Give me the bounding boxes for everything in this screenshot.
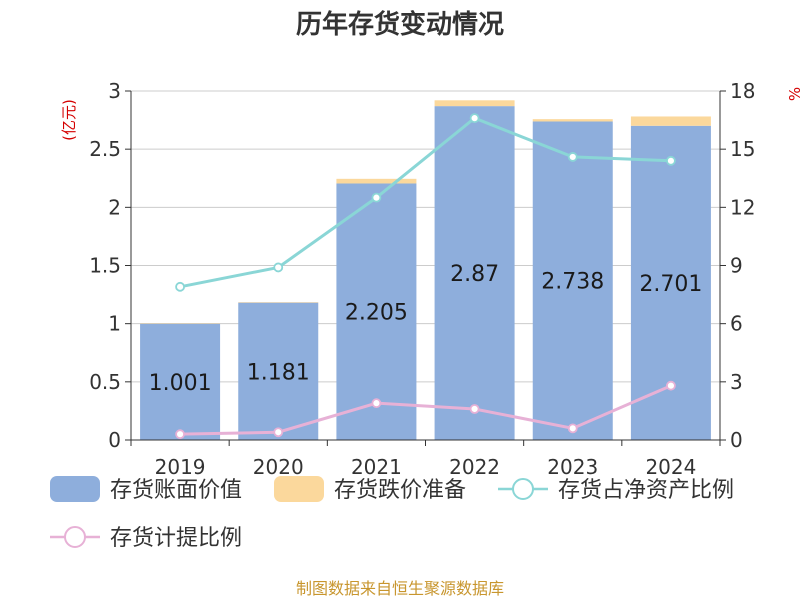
bar-存货账面价值-2019 [140,323,221,440]
data-label-2019: 1.001 [149,371,212,396]
left-tick-label: 0.5 [89,370,121,394]
legend-存货账面价值-swatch [50,476,100,502]
x-axis-ticks: 2019 2020 2021 2022 2023 2024 [155,455,697,479]
x-tick-label-2019: 2019 [155,455,206,479]
left-axis-unit: (亿元) [60,99,78,141]
left-tick-label: 2 [108,195,121,219]
right-axis-ticks: 0 3 6 9 12 15 18 [730,79,755,452]
lines [175,113,676,440]
x-tick-label-2024: 2024 [645,455,696,479]
right-tick-label: 6 [730,312,743,336]
data-label-2020: 1.181 [247,360,310,385]
left-axis-ticks: 0 0.5 1 1.5 2 2.5 3 [89,79,121,452]
x-tick-label-2020: 2020 [253,455,304,479]
bar-存货账面价值-2023 [532,121,613,440]
right-tick-label: 0 [730,428,743,452]
data-labels: 1.001 1.181 2.205 2.87 2.738 2.701 [149,262,703,396]
point-存货计提比例-2021 [371,398,382,409]
legend-存货计提比例-label: 存货计提比例 [110,526,242,551]
data-label-2023: 2.738 [541,270,604,295]
x-tick-label-2022: 2022 [449,455,500,479]
point-存货占净资产比例-2020 [273,262,284,273]
line-存货占净资产比例 [179,116,671,289]
legend-存货跌价准备-swatch [274,476,324,502]
right-tick-label: 15 [730,137,755,161]
right-tick-label: 18 [730,79,755,103]
right-axis-unit: % [786,87,800,101]
point-存货占净资产比例-2021 [371,192,382,203]
legend-存货计提比例-marker [64,526,86,548]
point-存货占净资产比例-2019 [175,281,185,292]
source-note: 制图数据来自恒生聚源数据库 [296,579,504,598]
gridlines [131,90,720,441]
bar-存货跌价准备-2020 [238,302,319,303]
bar-存货账面价值-2022 [434,106,515,440]
left-tick-label: 1.5 [89,254,121,278]
bar-存货账面价值-2020 [238,302,319,440]
bars [140,100,711,441]
chart-title: 历年存货变动情况 [296,9,504,40]
point-存货计提比例-2024 [666,380,676,391]
bar-存货跌价准备-2024 [630,116,711,126]
bar-存货跌价准备-2021 [336,178,417,184]
legend-存货账面价值-label: 存货账面价值 [110,478,242,503]
legend-存货跌价准备-label: 存货跌价准备 [334,478,466,503]
x-tick-label-2023: 2023 [547,455,598,479]
x-tick-label-2021: 2021 [351,455,402,479]
legend-存货占净资产比例-label: 存货占净资产比例 [558,478,734,503]
data-label-2021: 2.205 [345,301,408,326]
bar-存货跌价准备-2022 [434,100,515,107]
data-label-2022: 2.87 [450,262,499,287]
bar-存货跌价准备-2019 [140,323,221,324]
left-tick-label: 3 [108,79,121,103]
line-存货计提比例 [180,384,672,436]
point-存货计提比例-2022 [469,404,480,414]
point-存货计提比例-2023 [567,423,578,434]
left-tick-label: 1 [108,312,121,336]
legend-存货占净资产比例-marker [512,478,534,500]
axes [125,90,726,446]
point-存货占净资产比例-2023 [567,152,578,162]
left-tick-label: 0 [108,428,121,452]
data-label-2024: 2.701 [639,272,702,297]
right-tick-label: 9 [730,254,743,278]
bar-存货跌价准备-2023 [532,119,613,122]
point-存货占净资产比例-2024 [666,155,676,166]
bar-存货账面价值-2021 [336,183,417,441]
right-tick-label: 12 [730,195,755,219]
left-tick-label: 2.5 [89,137,121,161]
right-tick-label: 3 [730,370,743,394]
point-存货占净资产比例-2022 [469,113,480,124]
point-存货计提比例-2019 [175,429,185,440]
point-存货计提比例-2020 [273,427,284,438]
